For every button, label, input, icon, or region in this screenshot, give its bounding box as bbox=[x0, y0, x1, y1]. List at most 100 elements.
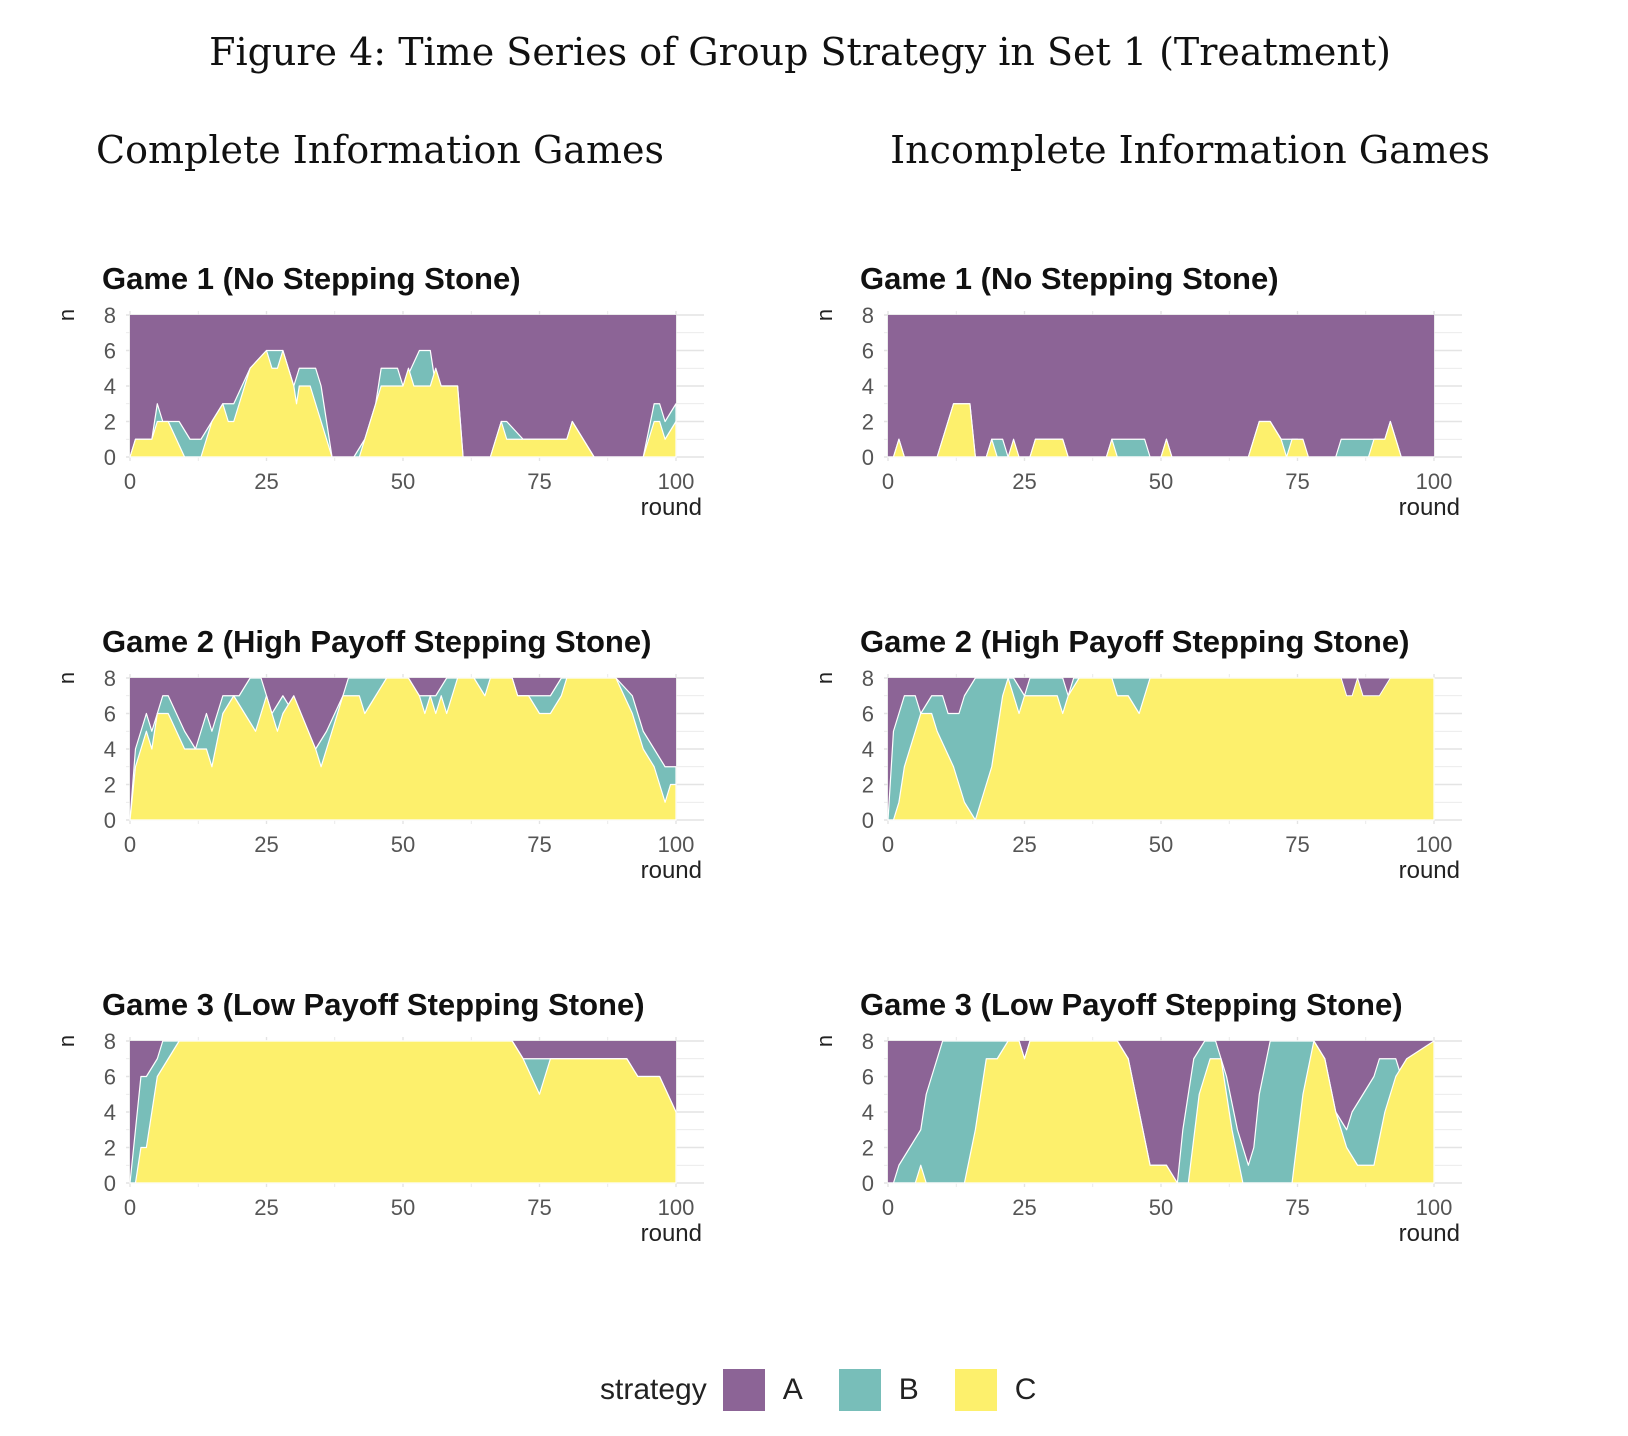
x-tick-label: 25 bbox=[1012, 469, 1036, 494]
x-tick-label: 50 bbox=[391, 832, 415, 857]
panel-title: Game 3 (Low Payoff Stepping Stone) bbox=[102, 987, 645, 1022]
y-axis-label: n bbox=[812, 672, 837, 684]
area-strategy-c bbox=[887, 677, 1435, 821]
x-tick-label: 75 bbox=[527, 1195, 551, 1220]
x-tick-label: 0 bbox=[882, 832, 894, 857]
x-axis-label: round bbox=[641, 857, 702, 884]
x-tick-label: 0 bbox=[124, 1195, 136, 1220]
area-strategy-c bbox=[129, 1040, 677, 1184]
y-tick-label: 0 bbox=[862, 808, 874, 833]
legend: strategy A B C bbox=[600, 1368, 1072, 1412]
legend-swatch-c bbox=[954, 1369, 997, 1411]
panel-title: Game 1 (No Stepping Stone) bbox=[102, 261, 521, 296]
y-tick-label: 2 bbox=[862, 773, 874, 798]
y-axis-label: n bbox=[54, 309, 79, 321]
y-axis-label: n bbox=[54, 672, 79, 684]
x-tick-label: 25 bbox=[1012, 832, 1036, 857]
legend-label-c: C bbox=[1014, 1373, 1037, 1406]
y-tick-label: 6 bbox=[104, 702, 116, 727]
x-tick-label: 50 bbox=[1149, 1195, 1173, 1220]
panel-3: Game 3 (Low Payoff Stepping Stone) n 0 2 4 6 8… bbox=[54, 987, 704, 1247]
y-tick-label: 0 bbox=[104, 808, 116, 833]
y-tick-label: 8 bbox=[104, 303, 116, 328]
y-tick-label: 0 bbox=[862, 445, 874, 470]
x-tick-label: 50 bbox=[1149, 469, 1173, 494]
x-tick-label: 100 bbox=[658, 832, 695, 857]
area-strategy-a bbox=[888, 315, 1434, 457]
y-tick-label: 2 bbox=[862, 1136, 874, 1161]
x-tick-label: 50 bbox=[391, 469, 415, 494]
column-heading-incomplete: Incomplete Information Games bbox=[890, 128, 1490, 172]
panel-5: Game 2 (High Payoff Stepping Stone) n 0 2 4 6… bbox=[812, 624, 1462, 884]
legend-swatch-a bbox=[722, 1369, 765, 1411]
area-strategy-c bbox=[887, 403, 1435, 458]
x-axis-label: round bbox=[641, 494, 702, 521]
y-tick-label: 0 bbox=[104, 1171, 116, 1196]
x-tick-label: 25 bbox=[254, 832, 278, 857]
x-tick-label: 25 bbox=[1012, 1195, 1036, 1220]
x-tick-label: 50 bbox=[1149, 832, 1173, 857]
y-axis-label: n bbox=[54, 1035, 79, 1047]
x-axis-label: round bbox=[1399, 857, 1460, 884]
y-tick-label: 0 bbox=[104, 445, 116, 470]
y-tick-label: 4 bbox=[862, 1100, 874, 1125]
panel-title: Game 3 (Low Payoff Stepping Stone) bbox=[860, 987, 1403, 1022]
x-tick-label: 25 bbox=[254, 469, 278, 494]
x-tick-label: 0 bbox=[124, 469, 136, 494]
y-tick-label: 2 bbox=[104, 773, 116, 798]
y-tick-label: 6 bbox=[862, 339, 874, 364]
y-tick-label: 8 bbox=[862, 666, 874, 691]
x-tick-label: 100 bbox=[658, 469, 695, 494]
y-tick-label: 4 bbox=[862, 374, 874, 399]
panel-title: Game 2 (High Payoff Stepping Stone) bbox=[860, 624, 1409, 659]
area-strategy-c bbox=[129, 349, 677, 458]
x-tick-label: 75 bbox=[1285, 469, 1309, 494]
x-tick-label: 100 bbox=[1416, 832, 1453, 857]
y-tick-label: 8 bbox=[862, 303, 874, 328]
y-tick-label: 2 bbox=[104, 410, 116, 435]
x-tick-label: 75 bbox=[1285, 1195, 1309, 1220]
panel-1: Game 1 (No Stepping Stone) n 0 2 4 6 8 0 25 50 75 1… bbox=[54, 261, 704, 521]
y-tick-label: 4 bbox=[104, 1100, 116, 1125]
column-heading-complete: Complete Information Games bbox=[96, 128, 664, 172]
y-tick-label: 0 bbox=[862, 1171, 874, 1196]
x-axis-label: round bbox=[641, 1220, 702, 1247]
y-tick-label: 2 bbox=[104, 1136, 116, 1161]
y-tick-label: 6 bbox=[862, 702, 874, 727]
x-tick-label: 100 bbox=[1416, 469, 1453, 494]
y-tick-label: 6 bbox=[862, 1065, 874, 1090]
x-tick-label: 100 bbox=[1416, 1195, 1453, 1220]
y-tick-label: 2 bbox=[862, 410, 874, 435]
area-strategy-c bbox=[887, 1040, 1435, 1184]
y-tick-label: 8 bbox=[104, 1029, 116, 1054]
y-tick-label: 6 bbox=[104, 1065, 116, 1090]
chart-grid: Game 1 (No Stepping Stone) n 0 2 4 6 8 0 25 50 75 1… bbox=[54, 261, 1462, 1247]
y-tick-label: 4 bbox=[104, 737, 116, 762]
x-tick-label: 25 bbox=[254, 1195, 278, 1220]
x-tick-label: 75 bbox=[1285, 832, 1309, 857]
panel-2: Game 2 (High Payoff Stepping Stone) n 0 2 4 6… bbox=[54, 624, 704, 884]
y-tick-label: 4 bbox=[862, 737, 874, 762]
panel-title: Game 2 (High Payoff Stepping Stone) bbox=[102, 624, 651, 659]
x-axis-label: round bbox=[1399, 494, 1460, 521]
x-tick-label: 75 bbox=[527, 469, 551, 494]
y-tick-label: 6 bbox=[104, 339, 116, 364]
figure-title: Figure 4: Time Series of Group Strategy … bbox=[209, 30, 1391, 74]
y-axis-label: n bbox=[812, 1035, 837, 1047]
y-tick-label: 8 bbox=[862, 1029, 874, 1054]
x-tick-label: 0 bbox=[882, 469, 894, 494]
panel-title: Game 1 (No Stepping Stone) bbox=[860, 261, 1279, 296]
area-strategy-a-top bbox=[1340, 676, 1392, 697]
y-tick-label: 4 bbox=[104, 374, 116, 399]
x-tick-label: 0 bbox=[882, 1195, 894, 1220]
x-tick-label: 0 bbox=[124, 832, 136, 857]
legend-title: strategy bbox=[600, 1373, 707, 1406]
x-tick-label: 50 bbox=[391, 1195, 415, 1220]
legend-label-a: A bbox=[782, 1373, 803, 1406]
x-tick-label: 100 bbox=[658, 1195, 695, 1220]
area-strategy-c bbox=[129, 677, 677, 821]
x-axis-label: round bbox=[1399, 1220, 1460, 1247]
y-tick-label: 8 bbox=[104, 666, 116, 691]
panel-4: Game 1 (No Stepping Stone) n 0 2 4 6 8 0 25 50 75 1… bbox=[812, 261, 1462, 521]
legend-swatch-b bbox=[838, 1369, 881, 1411]
